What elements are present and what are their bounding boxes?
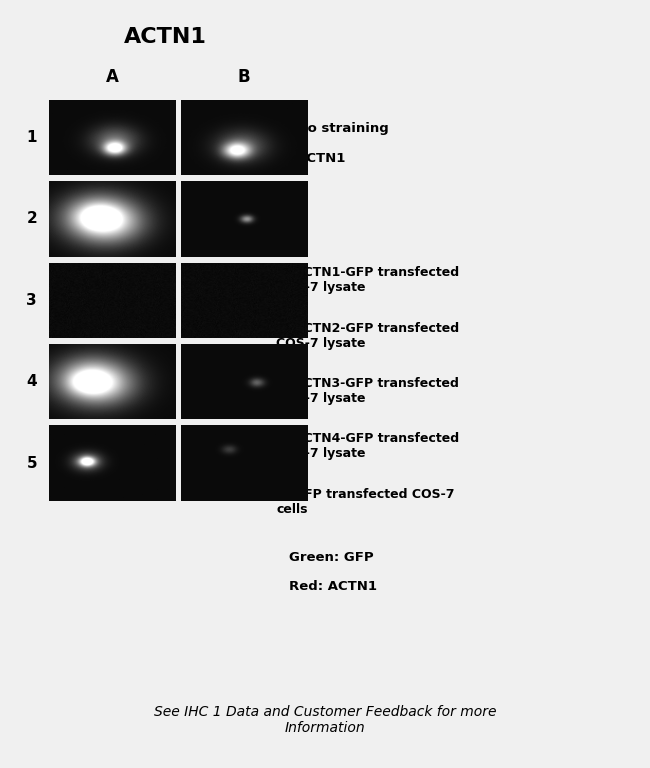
Text: 1: 1: [27, 130, 37, 145]
Text: A: No straining: A: No straining: [276, 122, 389, 135]
Text: 2. ACTN2-GFP transfected
COS-7 lysate: 2. ACTN2-GFP transfected COS-7 lysate: [276, 322, 460, 349]
Text: 1. ACTN1-GFP transfected
COS-7 lysate: 1. ACTN1-GFP transfected COS-7 lysate: [276, 266, 460, 294]
Text: Green: GFP: Green: GFP: [289, 551, 374, 564]
Text: 3: 3: [27, 293, 37, 308]
Text: 2: 2: [26, 211, 37, 227]
Text: 4: 4: [27, 374, 37, 389]
Text: 4. ACTN4-GFP transfected
COS-7 lysate: 4. ACTN4-GFP transfected COS-7 lysate: [276, 432, 460, 460]
Text: 5: 5: [27, 455, 37, 471]
Text: B: B: [238, 68, 250, 86]
Text: 5. GFP transfected COS-7
cells: 5. GFP transfected COS-7 cells: [276, 488, 455, 515]
Text: A: A: [106, 68, 118, 86]
Text: B: ACTN1: B: ACTN1: [276, 151, 346, 164]
Text: ACTN1: ACTN1: [124, 27, 207, 47]
Text: Red: ACTN1: Red: ACTN1: [289, 580, 377, 593]
Text: See IHC 1 Data and Customer Feedback for more
Information: See IHC 1 Data and Customer Feedback for…: [154, 705, 496, 735]
Text: 3. ACTN3-GFP transfected
COS-7 lysate: 3. ACTN3-GFP transfected COS-7 lysate: [276, 377, 459, 405]
